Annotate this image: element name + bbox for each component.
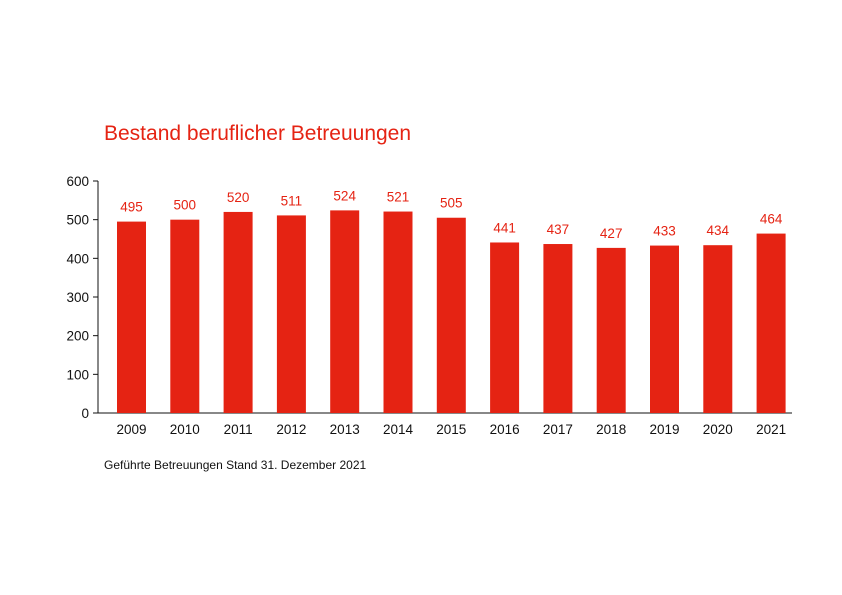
- data-label-2012: 511: [281, 193, 303, 208]
- data-label-2018: 427: [600, 226, 623, 241]
- bar-2018: [596, 247, 626, 413]
- data-label-2014: 521: [387, 190, 410, 205]
- bar-2013: [330, 210, 360, 413]
- x-tick-label: 2014: [383, 422, 414, 437]
- chart-footnote: Geführte Betreuungen Stand 31. Dezember …: [104, 458, 367, 472]
- data-label-2013: 524: [333, 188, 356, 203]
- x-tick-label: 2011: [224, 422, 253, 437]
- data-label-2021: 464: [760, 212, 783, 227]
- x-tick-label: 2016: [490, 422, 520, 437]
- y-tick-label: 100: [66, 367, 89, 382]
- y-tick-label: 600: [66, 174, 89, 189]
- x-tick-label: 2017: [543, 422, 573, 437]
- bar-2012: [276, 215, 306, 413]
- x-tick-label: 2009: [116, 422, 146, 437]
- x-tick-label: 2019: [649, 422, 679, 437]
- bar-2009: [117, 221, 146, 413]
- y-tick-label: 300: [66, 290, 89, 305]
- data-label-2019: 433: [653, 224, 676, 239]
- data-label-2015: 505: [440, 196, 463, 211]
- data-label-2020: 434: [707, 223, 730, 238]
- bar-2016: [490, 242, 520, 413]
- bar-2014: [383, 211, 413, 413]
- bar-2010: [170, 219, 200, 413]
- bar-2011: [223, 211, 253, 413]
- chart-title: Bestand beruflicher Betreuungen: [104, 122, 412, 145]
- y-tick-label: 0: [81, 406, 89, 421]
- x-tick-label: 2021: [756, 422, 786, 437]
- data-label-2011: 520: [227, 190, 250, 205]
- bar-2015: [436, 217, 466, 413]
- bar-2021: [756, 233, 786, 413]
- data-label-2009: 495: [120, 200, 143, 215]
- x-tick-label: 2010: [170, 422, 200, 437]
- bar-2017: [543, 244, 573, 413]
- bar-2020: [703, 245, 733, 413]
- x-tick-label: 2012: [276, 422, 306, 437]
- y-tick-label: 400: [66, 251, 89, 266]
- x-tick-label: 2015: [436, 422, 466, 437]
- data-label-2016: 441: [493, 220, 516, 235]
- bar-2019: [650, 245, 679, 413]
- x-tick-label: 2013: [330, 422, 360, 437]
- x-tick-label: 2018: [596, 422, 626, 437]
- y-tick-label: 500: [66, 213, 89, 228]
- x-tick-label: 2020: [703, 422, 733, 437]
- data-label-2010: 500: [174, 198, 197, 213]
- data-label-2017: 437: [547, 222, 570, 237]
- y-tick-label: 200: [66, 329, 89, 344]
